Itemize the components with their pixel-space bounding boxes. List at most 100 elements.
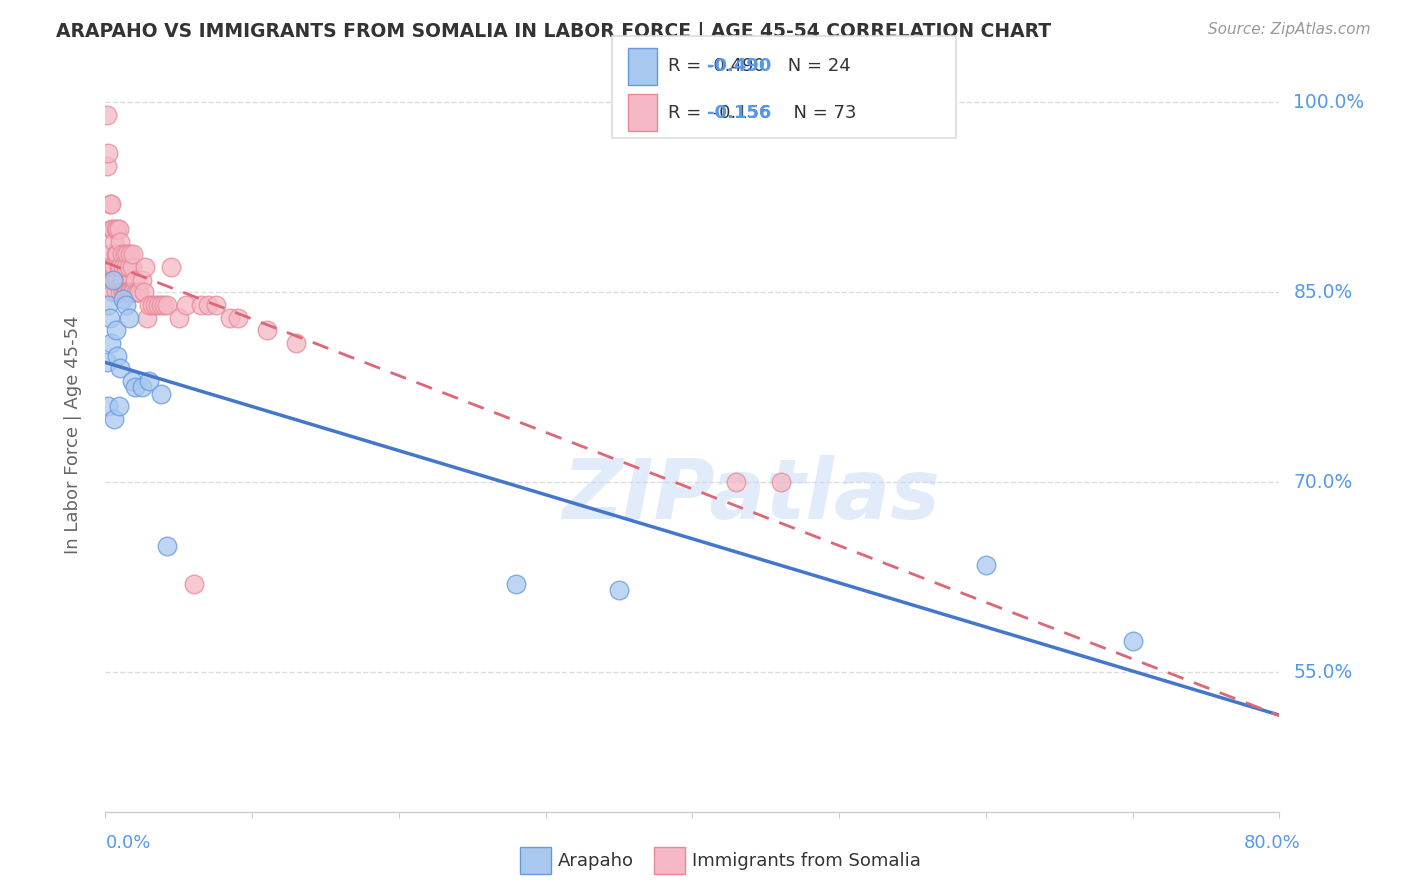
Point <box>103 260 125 274</box>
Y-axis label: In Labor Force | Age 45-54: In Labor Force | Age 45-54 <box>63 316 82 554</box>
Point <box>103 412 125 426</box>
Text: -0.490: -0.490 <box>707 57 772 76</box>
Point <box>101 222 124 236</box>
Point <box>150 298 173 312</box>
Text: R =  -0.156    N = 73: R = -0.156 N = 73 <box>668 103 856 121</box>
Point <box>112 285 135 300</box>
Point <box>122 285 145 300</box>
Point <box>108 260 131 274</box>
Point <box>125 285 148 300</box>
Point <box>121 285 143 300</box>
Point <box>138 298 160 312</box>
Point <box>104 247 127 261</box>
Point <box>124 380 146 394</box>
Point <box>108 285 131 300</box>
Point <box>141 298 163 312</box>
Point <box>219 310 242 325</box>
Point <box>115 260 138 274</box>
Text: 55.0%: 55.0% <box>1294 663 1353 681</box>
Point <box>108 361 131 376</box>
Point <box>101 285 124 300</box>
Point <box>115 298 138 312</box>
Point <box>118 310 141 325</box>
Point <box>98 247 121 261</box>
Point <box>174 298 197 312</box>
Point <box>121 374 143 388</box>
Point <box>103 235 125 249</box>
Point <box>114 285 136 300</box>
Text: ZIPatlas: ZIPatlas <box>562 455 941 536</box>
Point <box>96 159 118 173</box>
Point <box>150 386 173 401</box>
Point <box>98 310 121 325</box>
Point <box>183 576 205 591</box>
Text: Arapaho: Arapaho <box>558 852 634 870</box>
Text: 100.0%: 100.0% <box>1294 93 1364 112</box>
Text: 70.0%: 70.0% <box>1294 473 1353 491</box>
Point <box>131 380 153 394</box>
Point <box>100 260 122 274</box>
Point <box>107 260 129 274</box>
Point <box>97 400 120 414</box>
Text: 80.0%: 80.0% <box>1244 834 1301 852</box>
Point <box>97 146 120 161</box>
Point <box>134 260 156 274</box>
Point <box>153 298 176 312</box>
Point <box>974 558 997 572</box>
Point <box>107 400 129 414</box>
Point <box>1122 633 1144 648</box>
Point <box>120 285 142 300</box>
Point <box>103 273 125 287</box>
Text: R = -0.490    N = 24: R = -0.490 N = 24 <box>668 57 851 76</box>
Point <box>135 310 157 325</box>
Point <box>97 260 120 274</box>
Point <box>132 285 155 300</box>
Text: -0.156: -0.156 <box>707 103 772 121</box>
Point <box>105 222 128 236</box>
Point <box>117 247 139 261</box>
Point <box>197 298 219 312</box>
Text: 85.0%: 85.0% <box>1294 283 1353 301</box>
Point <box>100 196 122 211</box>
Point <box>98 196 121 211</box>
Text: 0.0%: 0.0% <box>105 834 150 852</box>
Point <box>105 247 128 261</box>
Point <box>118 260 141 274</box>
Point <box>115 285 138 300</box>
Text: Source: ZipAtlas.com: Source: ZipAtlas.com <box>1208 22 1371 37</box>
Point <box>128 285 150 300</box>
Point <box>105 273 128 287</box>
Point <box>769 475 792 490</box>
Point <box>122 247 145 261</box>
Point <box>725 475 748 490</box>
Point <box>156 539 179 553</box>
Point <box>112 260 135 274</box>
Point <box>96 108 118 122</box>
Point <box>104 285 127 300</box>
Text: ARAPAHO VS IMMIGRANTS FROM SOMALIA IN LABOR FORCE | AGE 45-54 CORRELATION CHART: ARAPAHO VS IMMIGRANTS FROM SOMALIA IN LA… <box>56 22 1052 42</box>
Point <box>160 260 183 274</box>
Point <box>118 285 141 300</box>
Point <box>104 323 127 337</box>
Point <box>108 235 131 249</box>
Point <box>96 355 118 369</box>
Point <box>143 298 166 312</box>
Point <box>100 222 122 236</box>
Point <box>104 222 127 236</box>
Point <box>110 273 132 287</box>
Point <box>607 582 630 597</box>
Point <box>505 576 527 591</box>
Point <box>148 298 170 312</box>
Point <box>226 310 249 325</box>
Point <box>101 273 124 287</box>
Point <box>285 336 308 351</box>
Point <box>98 273 121 287</box>
Point <box>101 260 124 274</box>
Point <box>120 247 142 261</box>
Point <box>131 273 153 287</box>
Point <box>114 247 136 261</box>
Point <box>204 298 226 312</box>
Point <box>117 285 139 300</box>
Point <box>190 298 212 312</box>
Point <box>112 292 135 306</box>
